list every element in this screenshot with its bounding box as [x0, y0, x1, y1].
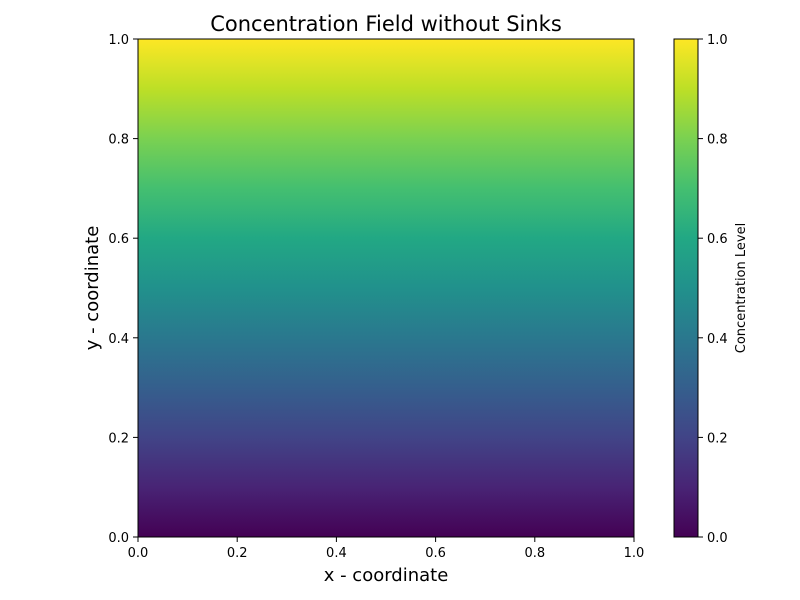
y-tick-label: 0.8	[108, 133, 129, 148]
colorbar-tick-label: 1.0	[707, 33, 728, 48]
colorbar-ticks: 0.0 0.2 0.4 0.6 0.8 1.0	[698, 33, 728, 546]
x-axis-label: x - coordinate	[324, 565, 449, 586]
colorbar-gradient	[674, 39, 698, 537]
colorbar-tick-label: 0.4	[707, 332, 728, 347]
colorbar-tick-label: 0.8	[707, 133, 728, 148]
y-tick-label: 1.0	[108, 33, 129, 48]
plot-frame	[137, 38, 635, 538]
chart-title: Concentration Field without Sinks	[210, 12, 562, 36]
x-axis-ticks: 0.0 0.2 0.4 0.6 0.8 1.0	[128, 537, 645, 561]
x-tick-label: 0.2	[227, 546, 248, 561]
colorbar-tick-label: 0.6	[707, 232, 728, 247]
x-tick-label: 0.6	[425, 546, 446, 561]
colorbar: 0.0 0.2 0.4 0.6 0.8 1.0 Concentration Level	[673, 33, 749, 546]
x-tick-label: 0.4	[326, 546, 347, 561]
heatmap-field	[138, 39, 634, 537]
y-tick-label: 0.4	[108, 332, 129, 347]
y-tick-label: 0.0	[108, 531, 129, 546]
y-tick-label: 0.2	[108, 431, 129, 446]
colorbar-tick-label: 0.0	[707, 531, 728, 546]
x-tick-label: 1.0	[624, 546, 645, 561]
heatmap-plot-area	[137, 38, 635, 538]
colorbar-frame	[673, 38, 699, 538]
x-tick-label: 0.0	[128, 546, 149, 561]
x-tick-label: 0.8	[524, 546, 545, 561]
colorbar-tick-label: 0.2	[707, 431, 728, 446]
y-axis-ticks: 0.0 0.2 0.4 0.6 0.8 1.0	[108, 33, 138, 546]
colorbar-label: Concentration Level	[734, 223, 749, 353]
y-tick-label: 0.6	[108, 232, 129, 247]
y-axis-label: y - coordinate	[82, 226, 103, 351]
